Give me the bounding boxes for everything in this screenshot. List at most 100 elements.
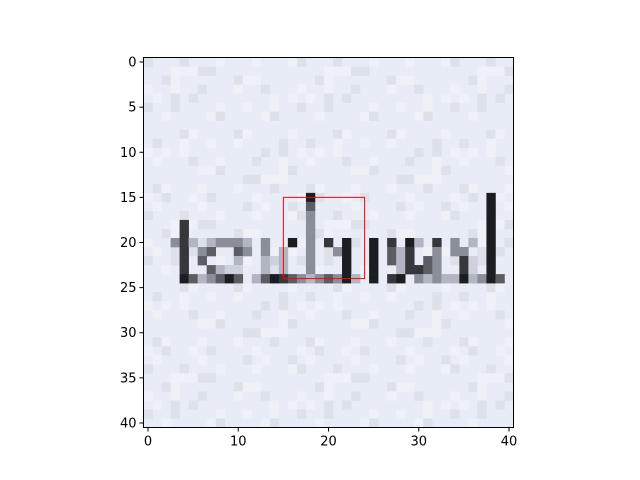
texture-pixel [296, 102, 307, 112]
texture-pixel [287, 400, 298, 410]
image-pixel [459, 247, 469, 257]
texture-pixel [432, 165, 442, 176]
texture-pixel [143, 84, 153, 94]
texture-pixel [179, 129, 189, 140]
highlight-box [282, 196, 366, 280]
image-pixel [477, 274, 487, 284]
texture-pixel [486, 57, 496, 67]
texture-pixel [360, 292, 370, 302]
y-tick-label: 10 [120, 146, 137, 161]
texture-pixel [477, 400, 487, 410]
texture-pixel [215, 418, 226, 428]
image-pixel [333, 247, 343, 257]
texture-pixel [287, 93, 298, 103]
texture-pixel [441, 283, 451, 293]
texture-pixel [441, 129, 451, 140]
texture-pixel [287, 210, 298, 221]
texture-pixel [188, 283, 198, 293]
image-pixel [468, 265, 478, 275]
texture-pixel [414, 301, 424, 311]
image-pixel [486, 192, 496, 203]
image-pixel [387, 237, 397, 248]
texture-pixel [477, 93, 487, 103]
x-tick-label: 40 [501, 435, 518, 450]
texture-pixel [477, 247, 487, 257]
texture-pixel [504, 219, 514, 230]
image-pixel [224, 265, 235, 275]
texture-pixel [495, 93, 505, 103]
texture-pixel [396, 129, 406, 140]
texture-pixel [215, 364, 226, 374]
texture-pixel [233, 337, 244, 347]
texture-pixel [396, 409, 406, 419]
y-tick-label: 35 [120, 371, 137, 386]
texture-pixel [432, 156, 442, 167]
image-pixels [170, 192, 505, 284]
texture-pixel [170, 66, 180, 76]
texture-pixel [450, 364, 460, 374]
texture-pixel [161, 337, 171, 347]
texture-pixel [161, 265, 171, 275]
texture-pixel [369, 156, 379, 167]
image-pixel [450, 247, 460, 257]
texture-pixel [495, 129, 505, 140]
texture-pixel [351, 165, 361, 176]
texture-pixel [305, 310, 316, 320]
image-pixel [423, 256, 433, 266]
texture-pixel [143, 409, 153, 419]
texture-pixel [369, 165, 379, 176]
texture-pixel [323, 228, 334, 239]
texture-pixel [188, 66, 198, 76]
texture-pixel [468, 301, 478, 311]
texture-pixel [323, 219, 334, 230]
texture-pixel [296, 301, 307, 311]
image-pixel [251, 274, 262, 284]
texture-pixel [504, 373, 514, 383]
y-tick-label: 30 [120, 326, 137, 341]
texture-pixel [215, 310, 226, 320]
image-pixel [369, 247, 379, 257]
texture-pixel [477, 66, 487, 76]
texture-pixel [387, 129, 397, 140]
texture-pixel [179, 210, 189, 221]
texture-pixel [450, 84, 460, 94]
texture-pixel [387, 292, 397, 302]
texture-pixel [179, 66, 189, 76]
texture-pixel [260, 174, 271, 185]
texture-pixel [360, 111, 370, 121]
y-tick-label: 0 [128, 56, 136, 71]
texture-pixel [314, 382, 325, 392]
image-pixel [233, 256, 244, 266]
texture-pixel [197, 337, 207, 347]
texture-pixel [342, 156, 352, 167]
texture-pixel [414, 391, 424, 401]
texture-pixel [495, 346, 505, 356]
texture-pixel [278, 138, 289, 149]
texture-pixel [305, 400, 316, 410]
texture-pixel [396, 382, 406, 392]
texture-pixel [305, 337, 316, 347]
image-pixel [305, 210, 316, 221]
image-pixel [233, 237, 244, 248]
image-pixel [260, 265, 271, 275]
texture-pixel [450, 409, 460, 419]
image-pixel [287, 237, 298, 248]
texture-pixel [323, 256, 334, 266]
texture-pixel [387, 138, 397, 149]
texture-pixel [269, 111, 280, 121]
texture-pixel [369, 418, 379, 428]
texture-pixel [314, 183, 325, 194]
texture-pixel [314, 147, 325, 158]
image-pixel [486, 237, 496, 248]
texture-pixel [387, 84, 397, 94]
texture-pixel [396, 355, 406, 365]
image-pixel [260, 274, 271, 284]
image-pixel [369, 274, 379, 284]
texture-pixel [459, 310, 469, 320]
texture-pixel [468, 346, 478, 356]
texture-pixel [405, 364, 415, 374]
texture-pixel [441, 247, 451, 257]
texture-pixel [432, 147, 442, 158]
texture-pixel [360, 373, 370, 383]
texture-pixel [269, 183, 280, 194]
